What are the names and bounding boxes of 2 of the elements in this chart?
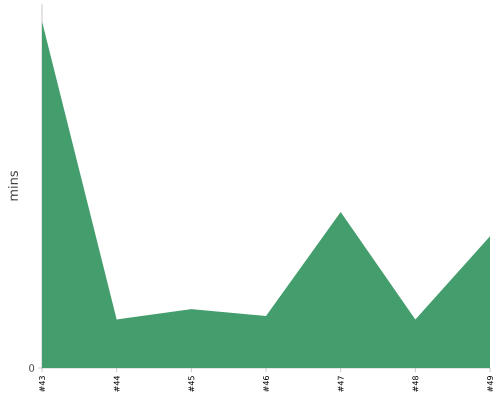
text: 0 bbox=[29, 364, 34, 372]
y-axis-title: mins bbox=[8, 171, 18, 200]
